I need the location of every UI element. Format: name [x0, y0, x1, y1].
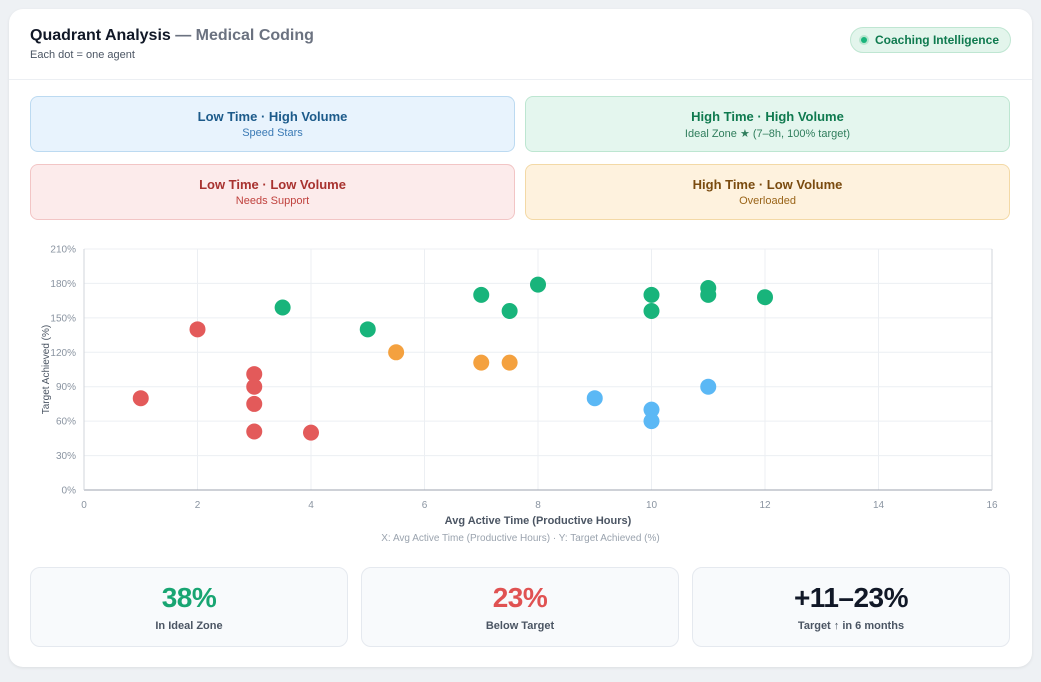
- stat-value: 38%: [161, 582, 217, 613]
- data-point-red: [132, 390, 149, 407]
- stat-label: Target ↑ in 6 months: [797, 620, 905, 632]
- data-point-red: [246, 366, 263, 383]
- data-point-blue: [643, 413, 660, 430]
- data-point-blue: [643, 401, 660, 418]
- stat-label: In Ideal Zone: [155, 620, 223, 632]
- status-dot-icon: [860, 37, 867, 43]
- x-axis-title: Avg Active Time (Productive Hours): [445, 515, 632, 527]
- x-tick-label: 6: [422, 500, 428, 511]
- stat-card-target-growth: +11–23% Target ↑ in 6 months: [692, 567, 1010, 647]
- page-title: Quadrant Analysis — Medical Coding: [30, 27, 314, 45]
- quadrant-ideal-zone: High Time · High Volume Ideal Zone ★ (7–…: [525, 96, 1010, 152]
- y-tick-label: 120%: [50, 348, 76, 359]
- data-point-blue: [700, 378, 717, 395]
- data-point-orange: [388, 344, 405, 361]
- page-subtitle: Each dot = one agent: [30, 49, 135, 61]
- quadrant-speed-stars: Low Time · High Volume Speed Stars: [30, 96, 515, 152]
- y-tick-label: 60%: [56, 417, 76, 428]
- stat-label: Below Target: [485, 620, 555, 632]
- quadrant-title: High Time · High Volume: [691, 109, 844, 124]
- x-tick-label: 10: [646, 500, 658, 511]
- quadrant-title: High Time · Low Volume: [692, 177, 843, 192]
- data-point-red: [246, 423, 263, 440]
- y-tick-label: 150%: [50, 313, 76, 324]
- y-axis-title: Target Achieved (%): [41, 325, 52, 415]
- quadrant-subtitle: Overloaded: [739, 195, 796, 207]
- data-point-green: [700, 286, 717, 303]
- quadrant-title: Low Time · High Volume: [197, 109, 348, 124]
- data-point-green: [359, 321, 376, 338]
- stat-value: +11–23%: [793, 582, 909, 613]
- quadrant-analysis-card: Quadrant Analysis — Medical Coding Each …: [9, 9, 1032, 667]
- stat-card-below-target: 23% Below Target: [361, 567, 679, 647]
- data-point-red: [246, 395, 263, 412]
- data-point-green: [643, 302, 660, 319]
- data-point-green: [501, 302, 518, 319]
- x-tick-label: 16: [986, 500, 998, 511]
- x-tick-label: 0: [81, 500, 87, 511]
- data-point-green: [473, 286, 490, 303]
- data-point-orange: [473, 354, 490, 371]
- x-tick-label: 14: [873, 500, 885, 511]
- scatter-chart: 0 2 4 6 8 10 12 14 16 0% 30% 60% 90% 120% 150% 180% 210%…: [41, 245, 998, 528]
- data-point-green: [643, 286, 660, 303]
- card-header: Quadrant Analysis — Medical Coding Each …: [9, 9, 1032, 80]
- quadrant-subtitle: Speed Stars: [242, 127, 303, 139]
- data-point-red: [189, 321, 206, 338]
- y-tick-label: 210%: [50, 245, 76, 256]
- x-tick-label: 4: [308, 500, 314, 511]
- quadrant-subtitle: Needs Support: [235, 195, 310, 207]
- data-point-green: [274, 299, 291, 316]
- x-tick-label: 8: [535, 500, 541, 511]
- y-tick-label: 0%: [62, 486, 77, 497]
- data-point-red: [246, 378, 263, 395]
- x-tick-label: 12: [759, 500, 771, 511]
- chart-caption: X: Avg Active Time (Productive Hours) · …: [381, 533, 660, 544]
- y-tick-label: 180%: [50, 279, 76, 290]
- stat-value: 23%: [492, 582, 548, 613]
- title-suffix: — Medical Coding: [175, 27, 314, 44]
- stat-card-ideal-zone: 38% In Ideal Zone: [30, 567, 348, 647]
- data-point-green: [757, 289, 773, 306]
- coaching-intelligence-badge[interactable]: Coaching Intelligence: [849, 27, 1011, 53]
- badge-label: Coaching Intelligence: [874, 33, 999, 47]
- quadrant-subtitle: Ideal Zone ★ (7–8h, 100% target): [684, 128, 851, 140]
- quadrant-needs-support: Low Time · Low Volume Needs Support: [30, 164, 515, 220]
- data-point-blue: [586, 390, 603, 407]
- data-point-red: [303, 424, 319, 441]
- data-point-orange: [501, 354, 518, 371]
- y-tick-label: 90%: [56, 382, 76, 393]
- data-point-green: [530, 276, 546, 293]
- quadrant-title: Low Time · Low Volume: [199, 177, 346, 192]
- title-main: Quadrant Analysis: [30, 27, 171, 44]
- y-tick-label: 30%: [56, 451, 76, 462]
- x-tick-label: 2: [195, 500, 201, 511]
- quadrant-overloaded: High Time · Low Volume Overloaded: [525, 164, 1010, 220]
